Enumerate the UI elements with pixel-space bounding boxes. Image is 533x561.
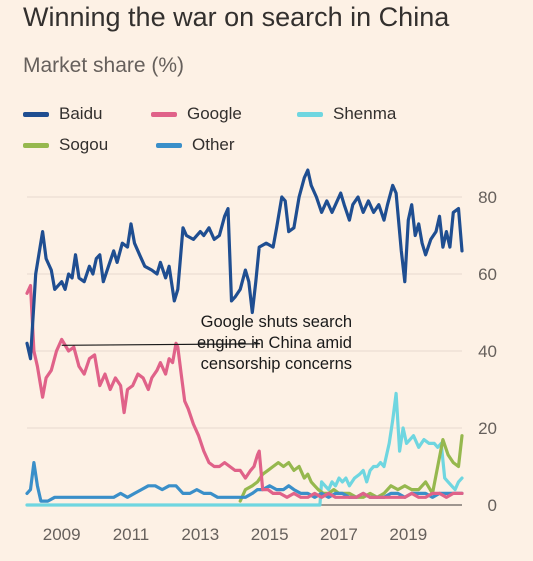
legend-label-sogou: Sogou — [59, 135, 109, 154]
annotation-text: Google shuts search — [201, 313, 352, 331]
annotation-leader-line — [61, 341, 261, 346]
legend-swatch-google — [151, 111, 177, 117]
y-tick-label: 80 — [478, 188, 497, 207]
series-line-other — [25, 461, 464, 503]
legend-swatch-baidu — [23, 111, 49, 117]
y-tick-label: 20 — [478, 419, 497, 438]
legend-item-google: Google — [151, 104, 242, 124]
x-tick-label: 2019 — [389, 525, 427, 544]
legend-swatch-shenma — [297, 111, 323, 117]
x-tick-label: 2011 — [113, 525, 150, 544]
legend-label-google: Google — [187, 104, 242, 123]
series-line-sogou — [238, 434, 464, 503]
annotation-text: censorship concerns — [201, 355, 352, 373]
series-line-shenma — [25, 391, 464, 507]
legend-label-other: Other — [192, 135, 235, 154]
x-tick-label: 2009 — [43, 525, 81, 544]
x-tick-label: 2017 — [320, 525, 358, 544]
chart-title: Winning the war on search in China — [23, 2, 450, 32]
x-tick-label: 2015 — [251, 525, 289, 544]
chart-subtitle: Market share (%) — [23, 54, 185, 77]
y-tick-label: 60 — [478, 265, 497, 284]
legend-swatch-sogou — [23, 142, 49, 148]
x-tick-label: 2013 — [181, 525, 219, 544]
annotation-text: engine in China amid — [197, 334, 352, 352]
legend-item-shenma: Shenma — [297, 104, 396, 124]
legend-item-sogou: Sogou — [23, 135, 108, 155]
series-line-baidu — [25, 168, 464, 361]
legend-item-baidu: Baidu — [23, 104, 102, 124]
legend-swatch-other — [156, 142, 182, 148]
legend-label-shenma: Shenma — [333, 104, 397, 123]
legend-item-other: Other — [156, 135, 235, 155]
series-line-google — [25, 284, 464, 499]
y-tick-label: 40 — [478, 342, 497, 361]
legend-label-baidu: Baidu — [59, 104, 103, 123]
y-tick-label: 0 — [488, 496, 497, 515]
